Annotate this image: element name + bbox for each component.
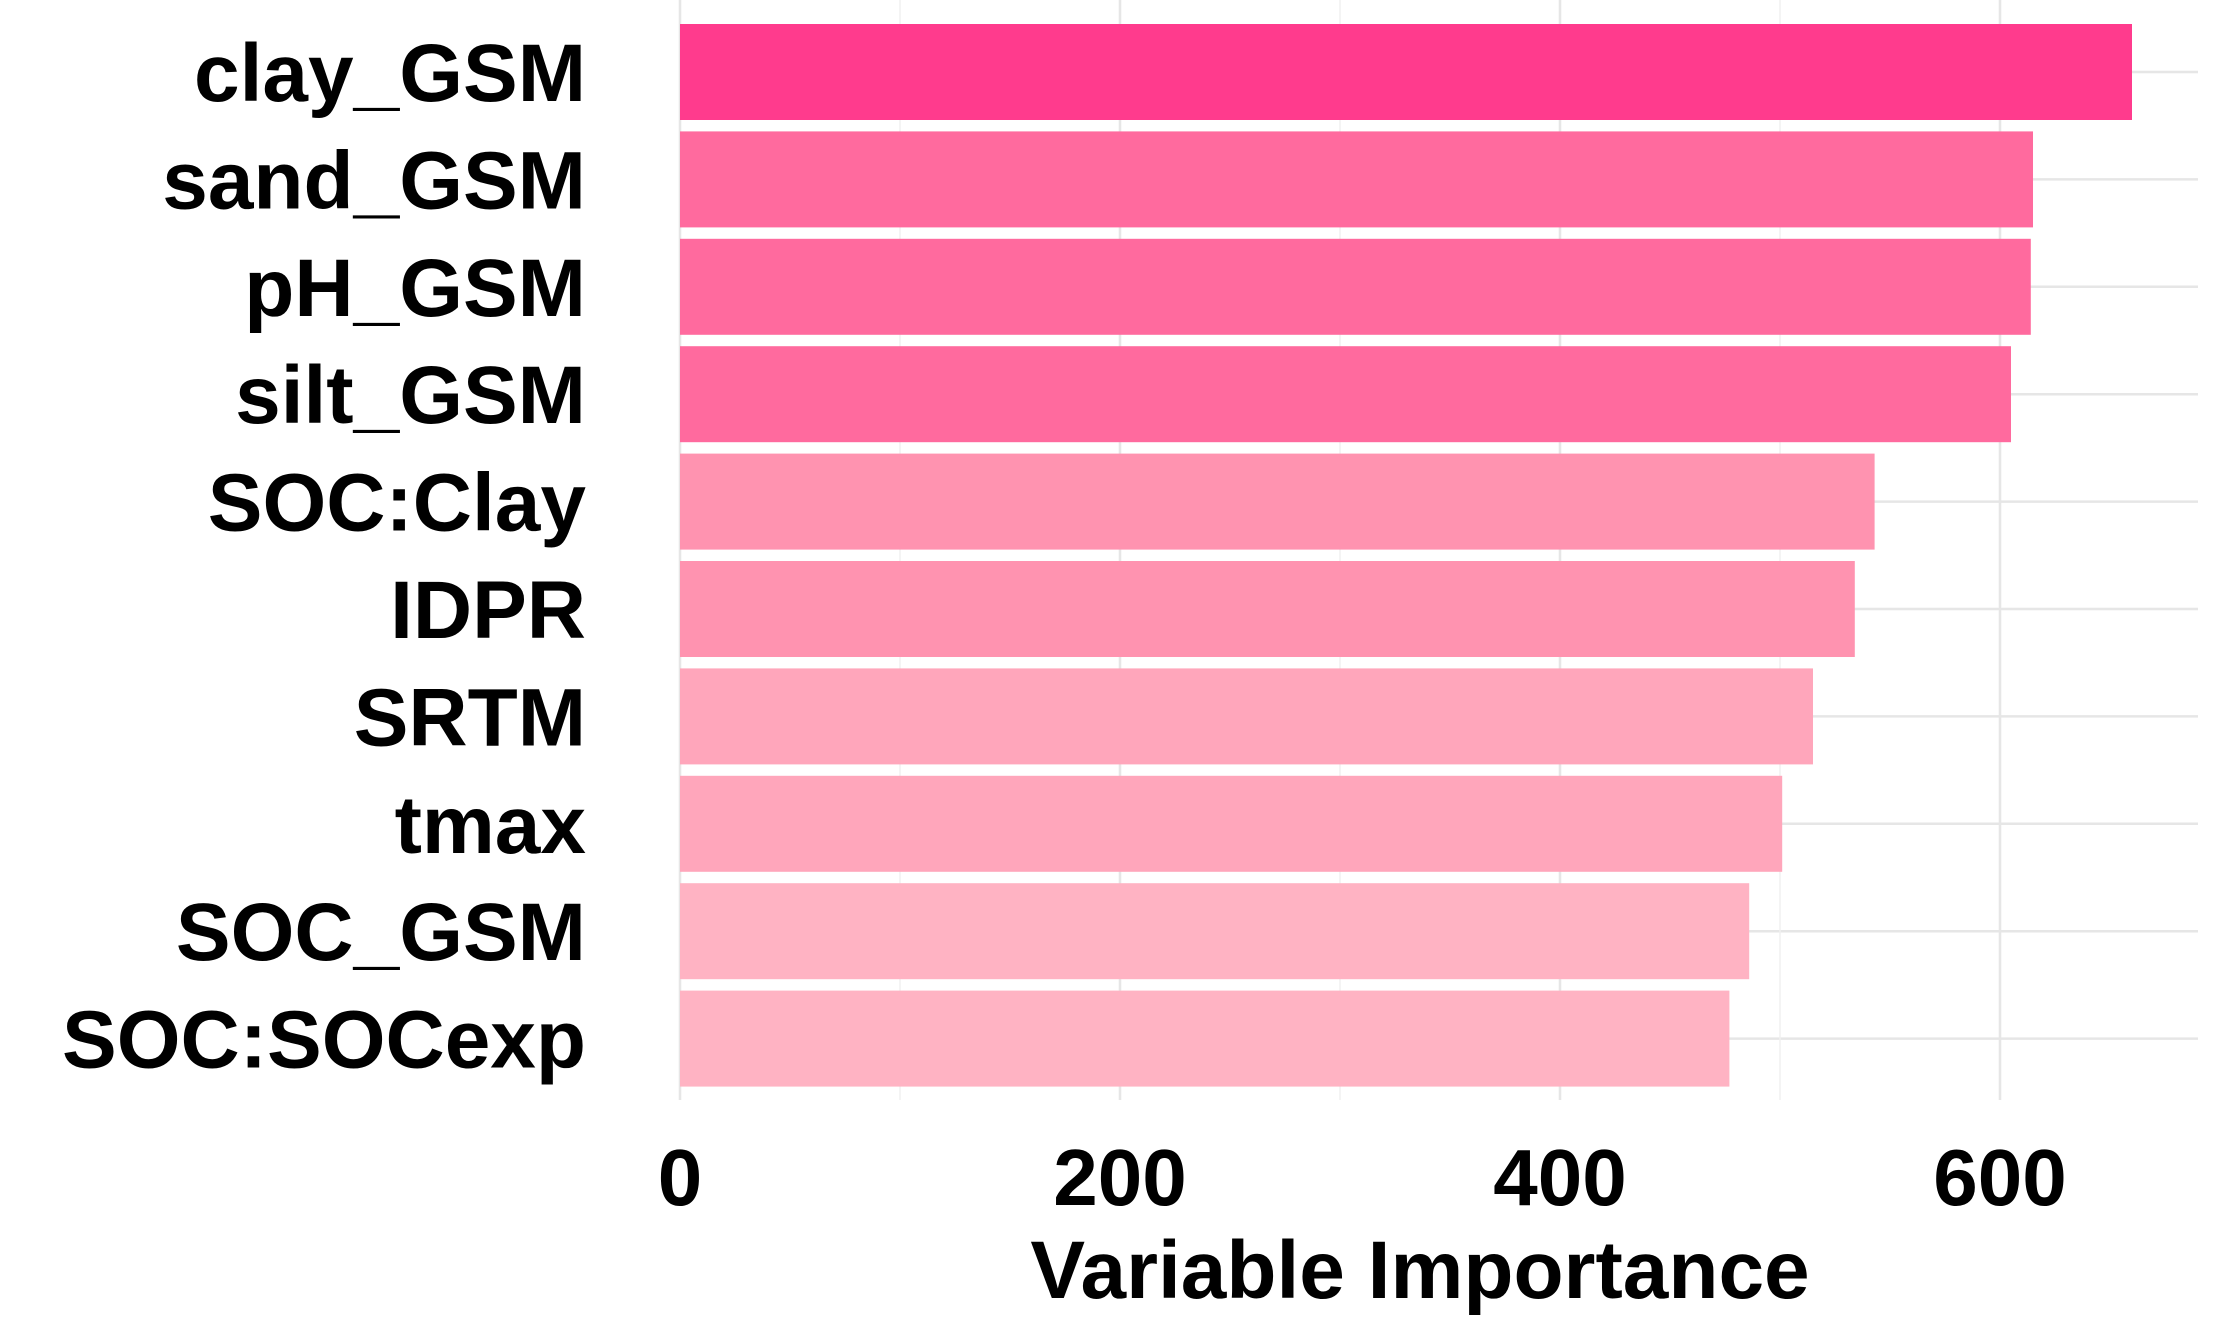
- category-label: IDPR: [390, 565, 586, 656]
- bar: [680, 131, 2033, 228]
- bar: [680, 238, 2031, 335]
- category-labels: clay_GSM sand_GSM pH_GSM silt_GSM SOC:Clay ID…: [62, 28, 586, 1086]
- bar: [680, 668, 1813, 765]
- x-tick-labels: 0 200 400 600: [658, 1133, 2067, 1222]
- x-axis-title: Variable Importance: [1030, 1225, 1809, 1316]
- category-label: clay_GSM: [194, 28, 586, 119]
- category-label: SOC:SOCexp: [62, 995, 586, 1086]
- bars: [680, 24, 2132, 1087]
- category-label: SOC:Clay: [208, 458, 587, 549]
- category-label: pH_GSM: [244, 243, 586, 334]
- bar: [680, 883, 1750, 980]
- x-tick-label: 0: [658, 1133, 703, 1222]
- category-label: sand_GSM: [162, 135, 586, 226]
- x-tick-label: 600: [1933, 1133, 2066, 1222]
- category-label: SOC_GSM: [176, 887, 586, 978]
- bar: [680, 24, 2132, 120]
- category-label: tmax: [395, 780, 586, 871]
- bar: [680, 561, 1855, 657]
- bar: [680, 453, 1875, 550]
- x-tick-label: 200: [1053, 1133, 1186, 1222]
- bar: [680, 990, 1730, 1087]
- x-tick-label: 400: [1493, 1133, 1626, 1222]
- bar: [680, 775, 1783, 872]
- category-label: SRTM: [354, 672, 586, 763]
- bar: [680, 346, 2011, 443]
- category-label: silt_GSM: [235, 350, 586, 441]
